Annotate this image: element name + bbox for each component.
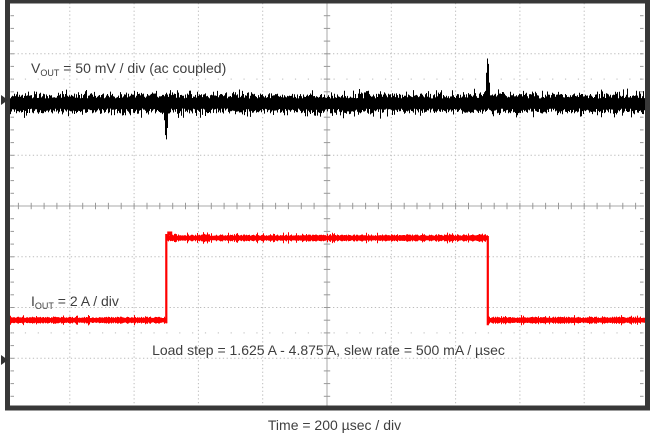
vout-scale-text: = 50 mV / div (ac coupled): [59, 60, 227, 76]
iout-scale-label: IOUT = 2 A / div: [31, 293, 119, 311]
iout-overshoot: [167, 231, 173, 236]
iout-subscript: OUT: [34, 301, 54, 311]
iout-ground-marker-icon: [1, 355, 8, 366]
graticule-frame: [5, 0, 650, 411]
iout-scale-text: = 2 A / div: [53, 293, 119, 309]
iout-step-edges: [165, 233, 489, 326]
load-step-annotation: Load step = 1.625 A - 4.875 A, slew rate…: [152, 342, 505, 358]
vout-symbol: V: [31, 60, 41, 76]
vout-position-marker-icon: [1, 94, 8, 105]
iout-trace: [10, 232, 645, 326]
vout-trace: [10, 58, 645, 140]
time-axis-label: Time = 200 µsec / div: [267, 417, 402, 433]
vout-subscript: OUT: [40, 68, 60, 78]
iout-symbol: I: [31, 293, 35, 309]
vout-scale-label: VOUT = 50 mV / div (ac coupled): [31, 60, 227, 78]
